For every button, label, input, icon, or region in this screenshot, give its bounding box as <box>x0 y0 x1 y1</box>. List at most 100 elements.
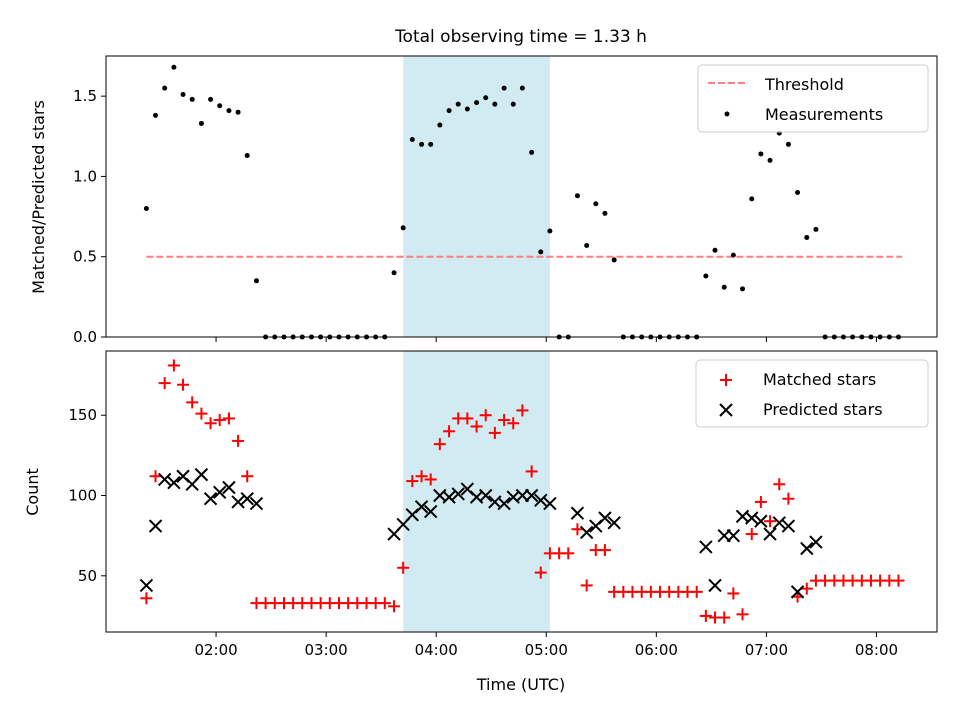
measurement-point <box>208 96 214 102</box>
measurement-point <box>428 141 434 147</box>
predicted-star-marker <box>579 525 594 540</box>
matched-star-marker <box>718 611 731 624</box>
matched-star-marker <box>598 544 611 557</box>
matched-star-marker <box>745 528 758 541</box>
predicted-star-marker <box>222 480 236 495</box>
measurement-point <box>162 85 168 91</box>
matched-star-marker <box>773 478 786 491</box>
measurement-point <box>253 278 259 284</box>
measurement-point <box>235 109 241 115</box>
matched-star-marker <box>571 523 584 536</box>
top-legend-box <box>697 64 929 133</box>
matched-star-marker <box>177 378 190 391</box>
measurement-point <box>593 201 599 207</box>
matched-star-marker <box>140 592 153 605</box>
measurement-point <box>740 286 746 292</box>
matched-star-marker <box>470 420 483 433</box>
measurement-point <box>143 206 149 212</box>
predicted-star-marker <box>249 496 264 511</box>
matched-star-marker <box>461 412 474 425</box>
top-panel-shade <box>403 56 550 337</box>
measurement-point <box>483 95 489 101</box>
predicted-star-marker <box>809 535 823 549</box>
predicted-star-marker <box>423 504 438 519</box>
matched-star-marker <box>800 582 813 595</box>
predicted-star-marker <box>772 516 786 530</box>
matched-star-marker <box>525 465 538 478</box>
measurement-point <box>474 100 480 106</box>
matched-star-marker <box>507 417 520 430</box>
measurement-point <box>703 273 709 279</box>
measurement-point <box>226 108 232 114</box>
matched-star-marker <box>516 404 529 417</box>
top-panel: 0.0 0.5 1.0 1.5 Matched/Predicted stars Thr… <box>29 55 938 346</box>
legend-threshold-label: Threshold <box>764 75 844 94</box>
bottom-panel-legend: Matched stars Predicted stars <box>695 359 929 428</box>
top-panel-data <box>143 64 903 340</box>
matched-star-marker <box>388 600 401 613</box>
bottom-panel-frame <box>105 350 938 633</box>
x-axis-label: Time (UTC) <box>476 675 565 694</box>
matched-star-marker <box>232 434 245 447</box>
predicted-star-marker <box>726 528 741 543</box>
bottom-panel-y-ticks: 50 100 150 <box>68 406 106 585</box>
x-tick-label: 05:00 <box>525 641 568 659</box>
predicted-star-marker <box>212 485 227 500</box>
predicted-star-marker <box>800 541 814 556</box>
matched-star-marker <box>406 475 419 488</box>
measurement-point <box>785 141 791 147</box>
predicted-star-marker <box>708 578 722 593</box>
matched-star-marker <box>479 409 492 422</box>
predicted-star-marker <box>167 475 181 490</box>
y-tick-label: 1.5 <box>73 87 97 105</box>
top-panel-frame <box>105 55 938 338</box>
predicted-star-marker <box>139 578 154 593</box>
predicted-star-marker <box>451 487 465 501</box>
predicted-star-marker <box>570 506 585 520</box>
matched-star-marker <box>782 492 795 505</box>
matched-star-marker <box>167 359 180 372</box>
measurement-point <box>409 136 415 142</box>
measurement-point <box>749 196 755 202</box>
top-panel-ylabel: Matched/Predicted stars <box>29 100 48 294</box>
predicted-star-marker <box>790 585 805 599</box>
matched-star-marker <box>241 470 254 483</box>
predicted-star-marker <box>598 511 612 525</box>
matched-star-marker <box>690 585 703 598</box>
matched-star-marker <box>534 566 547 579</box>
measurement-point <box>501 85 507 91</box>
measurement-point <box>153 112 159 118</box>
measurement-point <box>464 106 470 112</box>
measurement-point <box>721 284 727 290</box>
predicted-star-marker <box>745 511 759 525</box>
measurement-point <box>510 101 516 107</box>
measurement-point <box>547 228 553 234</box>
predicted-star-marker <box>240 492 254 506</box>
matched-star-marker <box>764 515 777 528</box>
matched-star-marker <box>443 425 456 438</box>
y-tick-label: 100 <box>68 487 97 505</box>
matched-star-marker <box>892 574 905 587</box>
measurement-point <box>538 249 544 255</box>
matched-star-marker <box>415 470 428 483</box>
x-tick-label: 04:00 <box>415 641 458 659</box>
matched-star-marker <box>580 579 593 592</box>
matched-star-marker <box>736 608 749 621</box>
predicted-star-marker <box>524 488 539 503</box>
measurement-point <box>198 120 204 126</box>
bottom-panel-ylabel: Count <box>23 468 42 516</box>
measurement-point <box>455 101 461 107</box>
matched-star-marker <box>424 473 437 486</box>
legend-predicted-swatch <box>719 403 733 417</box>
measurement-point <box>419 141 425 147</box>
predicted-star-marker <box>194 467 209 482</box>
matched-star-marker <box>727 587 740 600</box>
matched-star-marker <box>397 561 410 574</box>
bottom-panel-data <box>139 359 905 624</box>
measurement-point <box>574 193 580 199</box>
predicted-star-marker <box>442 490 456 504</box>
x-tick-label: 03:00 <box>305 641 348 659</box>
predicted-star-marker <box>157 472 172 487</box>
x-tick-label: 02:00 <box>194 641 237 659</box>
